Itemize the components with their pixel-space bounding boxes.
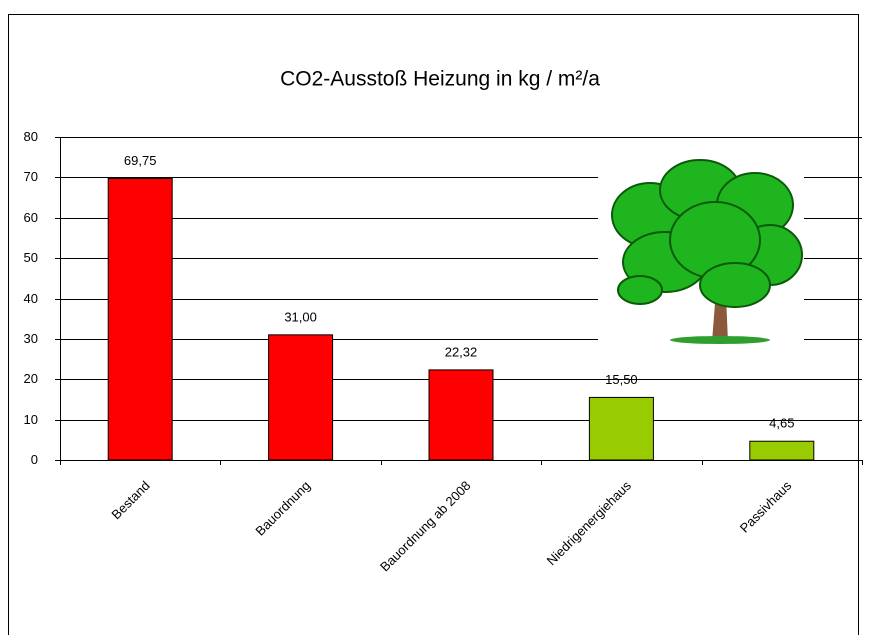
y-tick-label: 40 (24, 291, 38, 306)
y-tick-label: 60 (24, 210, 38, 225)
bar (589, 397, 653, 460)
chart-title: CO2-Ausstoß Heizung in kg / m²/a (280, 68, 600, 91)
value-label: 15,50 (605, 372, 638, 387)
tree-illustration (598, 150, 804, 346)
y-tick-label: 0 (31, 452, 38, 467)
bar (429, 370, 493, 460)
bar (108, 178, 172, 460)
value-label: 22,32 (445, 344, 478, 359)
y-tick-label: 20 (24, 371, 38, 386)
y-tick-label: 30 (24, 331, 38, 346)
tree-grass (670, 336, 770, 344)
y-tick-label: 10 (24, 412, 38, 427)
value-label: 69,75 (124, 153, 157, 168)
y-tick-label: 70 (24, 169, 38, 184)
chart: CO2-Ausstoß Heizung in kg / m²/a 0 10 20 30… (0, 0, 874, 635)
y-tick-label: 50 (24, 250, 38, 265)
bar (750, 441, 814, 460)
bar (269, 335, 333, 460)
value-label: 4,65 (769, 416, 794, 431)
value-label: 31,00 (284, 309, 317, 324)
y-tick-label: 80 (24, 129, 38, 144)
